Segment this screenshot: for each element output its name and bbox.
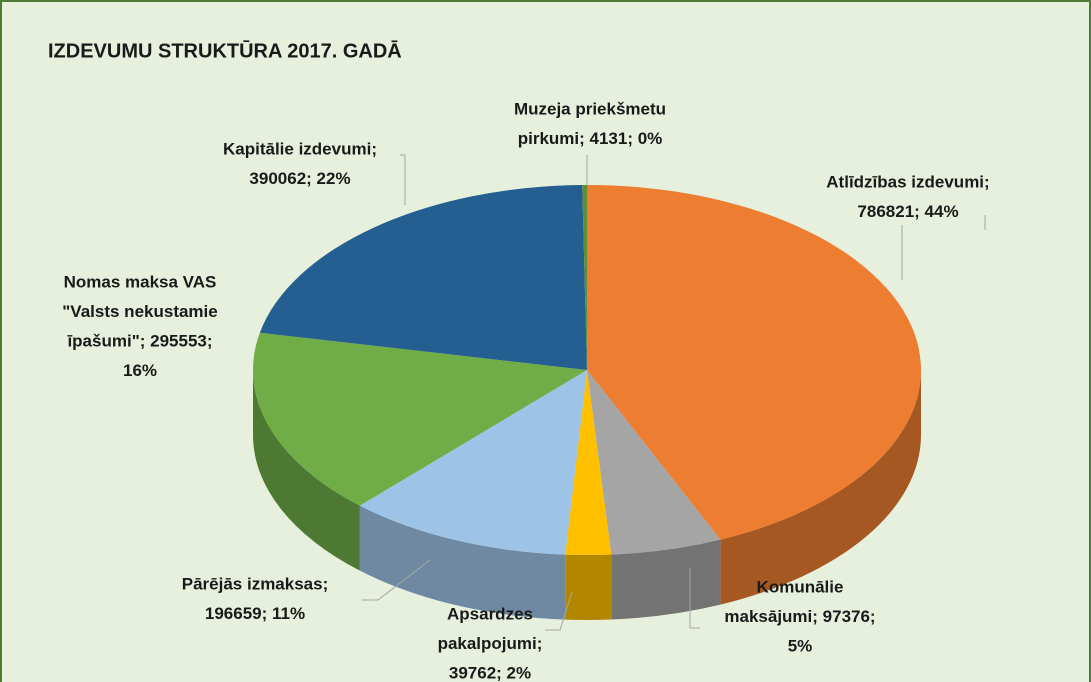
data-label: Pārējās izmaksas;	[182, 574, 329, 593]
slice	[587, 185, 922, 540]
slice-side	[720, 370, 921, 605]
slice-side	[253, 370, 360, 571]
leader-line	[545, 591, 573, 631]
leader-line	[901, 215, 986, 280]
data-label: 196659; 11%	[205, 604, 305, 623]
data-label: 16%	[123, 361, 157, 380]
data-label: Komunālie	[757, 577, 844, 596]
data-label: 39762; 2%	[449, 663, 531, 682]
leader-line	[689, 568, 700, 629]
slice	[587, 370, 721, 555]
data-label: Kapitālie izdevumi;	[223, 139, 377, 158]
chart-title: IZDEVUMU STRUKTŪRA 2017. GADĀ	[48, 40, 402, 62]
leader-line	[362, 559, 431, 601]
data-label: 786821; 44%	[857, 202, 958, 221]
data-label: Muzeja priekšmetu	[514, 99, 666, 118]
slice	[565, 370, 612, 555]
slice	[582, 185, 587, 370]
data-label: 390062; 22%	[249, 169, 350, 188]
pie-sides	[253, 370, 921, 620]
slice-side	[359, 505, 566, 620]
leader-line	[400, 154, 406, 205]
data-label: Apsardzes	[447, 604, 533, 623]
slice	[359, 370, 587, 555]
data-label: pakalpojumi;	[438, 634, 543, 653]
data-label: pirkumi; 4131; 0%	[518, 129, 663, 148]
data-label: Nomas maksa VAS	[64, 272, 217, 291]
data-label: 5%	[788, 636, 813, 655]
slice	[253, 332, 588, 506]
slice-side	[565, 554, 612, 620]
data-label: maksājumi; 97376;	[724, 607, 875, 626]
slice	[259, 185, 587, 370]
slice-side	[611, 539, 721, 620]
data-label: īpašumi"; 295553;	[66, 331, 212, 350]
data-label: "Valsts nekustamie	[62, 302, 217, 321]
data-label: Atlīdzības izdevumi;	[826, 172, 989, 191]
